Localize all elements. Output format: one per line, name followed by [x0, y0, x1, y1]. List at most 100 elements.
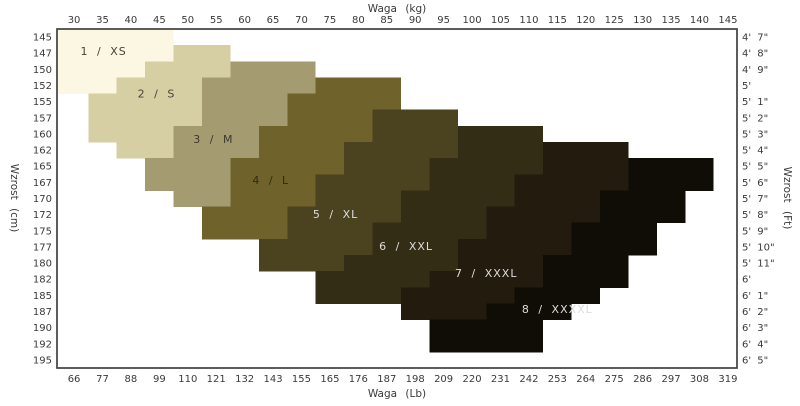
- band-XXL-row-165: [429, 158, 544, 175]
- band-XXXL-row-177: [457, 238, 572, 256]
- x-axis-bottom-title: Waga (Lb): [367, 388, 427, 400]
- x-tick-kg-110: 110: [519, 15, 538, 26]
- y-tick-cm-147: 147: [33, 49, 52, 60]
- y-tick-cm-167: 167: [33, 178, 52, 189]
- y-tick-cm-175: 175: [33, 226, 52, 237]
- y-tick-ft-145: 4' 7": [742, 33, 768, 44]
- y-tick-ft-185: 6' 1": [742, 291, 768, 302]
- y-tick-cm-162: 162: [33, 146, 52, 157]
- band-XXXXL-row-175: [571, 222, 657, 240]
- x-tick-kg-75: 75: [324, 15, 337, 26]
- band-M-row-162: [173, 142, 259, 159]
- band-XL-row-175: [287, 222, 373, 240]
- x-tick-lb-264: 264: [576, 374, 595, 385]
- size-label-XL: 5 / XL: [313, 208, 358, 221]
- y-axis-left-title: Wzrost (cm): [8, 163, 20, 233]
- x-tick-lb-77: 77: [96, 374, 109, 385]
- band-XXXXL-row-185: [514, 287, 600, 304]
- band-L-row-162: [258, 142, 345, 159]
- band-XXL-row-172: [400, 206, 487, 224]
- y-tick-ft-192: 6' 4": [742, 339, 768, 350]
- band-XXXL-row-187: [400, 303, 487, 321]
- y-tick-ft-172: 5' 8": [742, 210, 768, 221]
- band-XXXL-row-165: [543, 158, 629, 175]
- band-XXXL-row-162: [543, 142, 629, 159]
- band-XXXXL-row-170: [599, 190, 686, 208]
- x-tick-lb-121: 121: [207, 374, 226, 385]
- band-XL-row-180: [258, 255, 345, 272]
- x-tick-kg-140: 140: [690, 15, 709, 26]
- y-tick-cm-155: 155: [33, 97, 52, 108]
- y-tick-ft-160: 5' 3": [742, 129, 768, 140]
- band-M-row-150: [230, 61, 316, 78]
- band-L-row-165: [230, 158, 345, 175]
- band-XXXL-row-170: [514, 190, 600, 208]
- size-label-XS: 1 / XS: [81, 45, 127, 58]
- size-label-XXXXL: 8 / XXXXL: [522, 303, 593, 316]
- band-L-row-160: [258, 125, 373, 143]
- band-XL-row-177: [258, 238, 373, 256]
- x-tick-lb-66: 66: [68, 374, 81, 385]
- x-tick-lb-155: 155: [292, 374, 311, 385]
- y-tick-cm-160: 160: [33, 129, 52, 140]
- band-M-row-165: [145, 158, 231, 175]
- size-label-S: 2 / S: [138, 88, 176, 101]
- band-L-row-170: [230, 190, 316, 208]
- band-XXXXL-row-192: [429, 335, 544, 353]
- x-tick-kg-60: 60: [238, 15, 251, 26]
- plot-border: [56, 28, 738, 369]
- x-tick-kg-100: 100: [463, 15, 482, 26]
- band-L-row-172: [201, 206, 288, 224]
- band-M-row-155: [201, 93, 288, 111]
- x-tick-kg-45: 45: [153, 15, 166, 26]
- y-tick-cm-172: 172: [33, 210, 52, 221]
- x-tick-lb-165: 165: [320, 374, 339, 385]
- x-tick-lb-132: 132: [235, 374, 254, 385]
- x-tick-kg-120: 120: [576, 15, 595, 26]
- x-tick-kg-55: 55: [210, 15, 223, 26]
- band-L-row-167: [230, 174, 316, 191]
- band-XS-row-152: [57, 77, 117, 95]
- x-tick-kg-70: 70: [295, 15, 308, 26]
- y-tick-ft-157: 5' 2": [742, 113, 768, 124]
- x-tick-lb-209: 209: [434, 374, 453, 385]
- y-tick-ft-167: 5' 6": [742, 178, 768, 189]
- y-tick-ft-182: 6': [742, 275, 751, 286]
- y-tick-cm-165: 165: [33, 162, 52, 173]
- band-XXXXL-row-190: [429, 319, 544, 337]
- band-XL-row-172: [287, 206, 401, 224]
- x-tick-kg-65: 65: [267, 15, 280, 26]
- x-tick-kg-80: 80: [352, 15, 365, 26]
- y-tick-ft-177: 5' 10": [742, 242, 775, 253]
- x-tick-lb-253: 253: [548, 374, 567, 385]
- x-tick-lb-286: 286: [633, 374, 652, 385]
- y-tick-ft-187: 6' 2": [742, 307, 768, 318]
- band-S-row-157: [88, 109, 202, 127]
- y-tick-cm-157: 157: [33, 113, 52, 124]
- band-S-row-152: [116, 77, 202, 95]
- y-tick-cm-152: 152: [33, 81, 52, 92]
- band-XXXL-row-182: [429, 271, 544, 288]
- x-tick-kg-85: 85: [380, 15, 393, 26]
- x-tick-lb-242: 242: [519, 374, 538, 385]
- band-XL-row-157: [372, 109, 458, 127]
- y-tick-ft-195: 6' 5": [742, 355, 768, 366]
- x-tick-kg-145: 145: [718, 15, 737, 26]
- y-tick-cm-185: 185: [33, 291, 52, 302]
- x-tick-lb-176: 176: [349, 374, 368, 385]
- x-tick-kg-130: 130: [633, 15, 652, 26]
- x-tick-kg-135: 135: [661, 15, 680, 26]
- band-XXL-row-162: [457, 142, 544, 159]
- band-XXXXL-row-165: [628, 158, 714, 175]
- y-tick-cm-192: 192: [33, 339, 52, 350]
- band-M-row-167: [145, 174, 231, 191]
- y-tick-ft-170: 5' 7": [742, 194, 768, 205]
- x-tick-lb-308: 308: [690, 374, 709, 385]
- x-tick-kg-105: 105: [491, 15, 510, 26]
- x-tick-kg-50: 50: [181, 15, 194, 26]
- band-L-row-175: [201, 222, 288, 240]
- band-XXL-row-185: [315, 287, 401, 304]
- band-XXL-row-170: [400, 190, 515, 208]
